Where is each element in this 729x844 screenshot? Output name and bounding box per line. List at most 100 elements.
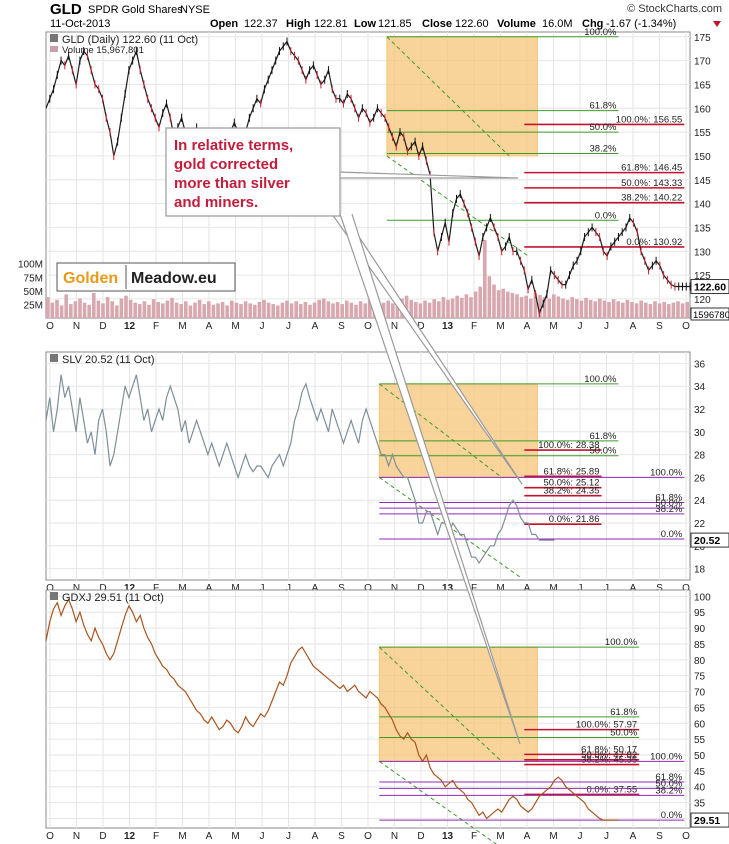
annotation-line-2: gold corrected (174, 156, 278, 173)
volume-bar (119, 298, 124, 318)
volume-bar (639, 300, 643, 318)
callout-arrow-slv (331, 213, 523, 485)
x-tick-label: A (524, 583, 531, 594)
volume-bar (381, 302, 386, 318)
x-tick-label: D (99, 831, 106, 842)
x-tick-label: J (260, 583, 265, 594)
x-tick-label: O (46, 321, 54, 332)
volume-bar (138, 304, 142, 318)
watermark[interactable]: © StockCharts.com (627, 3, 722, 15)
volume-bar (391, 303, 395, 318)
volume-bar (483, 240, 487, 318)
volume-bar (501, 288, 505, 318)
volume-bar (588, 299, 593, 318)
volume-bar (423, 300, 427, 318)
fib-level-label: 50.0% (655, 498, 682, 509)
y-tick-label: 32 (694, 405, 706, 416)
fib-level-label: 61.8% (590, 431, 617, 442)
volume-icon (50, 46, 58, 52)
fib-level-label: 50.0% (590, 122, 617, 133)
y-tick-label: 125 (694, 271, 711, 282)
volume-bar (657, 303, 662, 318)
x-tick-label: M (178, 831, 186, 842)
y-tick-label: 140 (694, 200, 711, 211)
volume-bar (368, 299, 372, 318)
volume-bar (625, 299, 630, 318)
x-tick-label: A (630, 583, 637, 594)
volume-bar (404, 295, 409, 318)
volume-bar (510, 292, 515, 318)
fib-level-label: 50.0% (610, 728, 637, 739)
fib-level-label: 50.0% (590, 446, 617, 457)
x-tick-label: J (604, 321, 609, 332)
y-tick-label: 70 (694, 688, 706, 699)
fib-level-label: 0.0% (595, 210, 617, 221)
volume-bar (55, 299, 59, 318)
annotation-line-4: and miners. (174, 194, 258, 211)
volume-bar (358, 301, 363, 318)
x-tick-label: F (153, 321, 159, 332)
volume-bar (188, 305, 193, 318)
x-tick-label: M (178, 583, 186, 594)
volume-bar (542, 297, 547, 318)
quote-low: 121.85 (378, 18, 412, 30)
volume-bar (82, 302, 87, 318)
x-tick-label: A (312, 321, 319, 332)
volume-bar (202, 304, 206, 318)
x-tick-label: F (153, 831, 159, 842)
volume-bar (179, 304, 183, 318)
symbol: GLD (50, 1, 82, 18)
x-tick-label: M (231, 321, 239, 332)
volume-bar (685, 301, 689, 318)
fib-level-label: 100.0% (650, 751, 683, 762)
y-tick-label: 22 (694, 519, 706, 530)
y-tick-label: 65 (694, 703, 706, 714)
price-line (45, 598, 619, 821)
volume-bar (519, 297, 524, 318)
price-line (45, 40, 690, 316)
volume-bar (124, 295, 128, 318)
y-tick-label: 155 (694, 128, 711, 139)
y-tick-label: 160 (694, 104, 711, 115)
x-tick-label: S (338, 583, 345, 594)
y-tick-label: 90 (694, 624, 706, 635)
trend-line-upper (386, 36, 510, 157)
volume-bar (671, 302, 676, 318)
fib-level-label: 50.0%: 25.12 (543, 478, 599, 489)
quote-chg-label: Chg (582, 18, 603, 30)
volume-bar (317, 299, 321, 318)
y-tick-label: 55 (694, 735, 706, 746)
fib-level-label: 100.0% (650, 467, 683, 478)
x-tick-label: J (260, 831, 265, 842)
volume-bar (46, 297, 50, 318)
volume-bar (197, 299, 202, 318)
volume-bar (593, 301, 597, 318)
volume-bar (464, 294, 469, 318)
volume-bar (303, 301, 308, 318)
x-tick-label: M (549, 583, 557, 594)
volume-bar (349, 302, 354, 318)
x-tick-label: 13 (442, 321, 454, 332)
fib-level-label: 0.0%: 130.92 (626, 237, 682, 248)
x-tick-label: A (312, 583, 319, 594)
y-tick-label: 60 (694, 719, 706, 730)
volume-bar (326, 301, 331, 318)
volume-bar (50, 302, 55, 318)
volume-bar (101, 303, 105, 318)
x-tick-label: S (656, 321, 663, 332)
volume-bar (602, 300, 607, 318)
quote-close: 122.60 (455, 18, 489, 30)
volume-bar (529, 298, 533, 318)
fib-level-label: 100.0%: 57.97 (576, 720, 637, 731)
quote-chg: -1.67 (-1.34%) (606, 18, 676, 30)
x-tick-label: A (312, 831, 319, 842)
volume-bar (207, 301, 211, 318)
y-tick-label: 145 (694, 176, 711, 187)
volume-bar (496, 290, 501, 318)
fib-box (378, 646, 538, 762)
callout-arrow-gdxj (339, 213, 521, 745)
x-tick-label: D (99, 583, 106, 594)
fib-level-label: 61.8%: 25.89 (543, 466, 599, 477)
volume-bar (547, 298, 551, 318)
y-tick-label: 135 (694, 223, 711, 234)
